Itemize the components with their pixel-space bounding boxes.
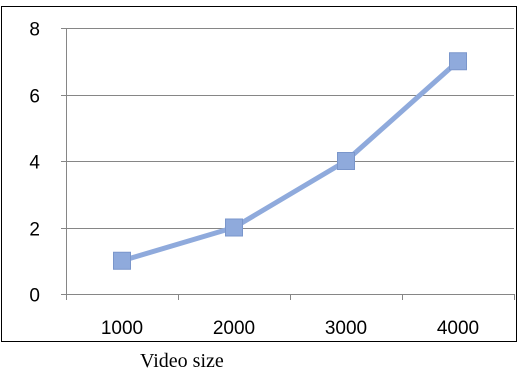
data-point-marker <box>225 218 243 237</box>
chart-frame <box>1 6 517 342</box>
y-tick-labels: 0 2 4 6 8 <box>29 20 40 307</box>
series-line <box>121 59 460 264</box>
x-tick-labels: 1000 2000 3000 4000 <box>101 318 479 339</box>
y-tick-label: 6 <box>29 87 40 108</box>
axes <box>61 28 515 300</box>
y-tick-label: 8 <box>29 20 40 41</box>
data-point-marker <box>337 152 355 170</box>
data-point-marker <box>113 251 131 270</box>
x-tick-label: 2000 <box>213 318 255 339</box>
gridlines <box>66 28 514 229</box>
y-tick-label: 4 <box>29 153 40 174</box>
y-tick-label: 2 <box>29 220 40 241</box>
data-point-marker <box>449 52 467 71</box>
y-tick-label: 0 <box>29 286 40 307</box>
series <box>113 52 467 270</box>
x-axis-label: Video size <box>140 350 224 372</box>
x-tick-label: 4000 <box>437 318 479 339</box>
x-tick-label: 3000 <box>325 318 367 339</box>
x-tick-label: 1000 <box>101 318 143 339</box>
